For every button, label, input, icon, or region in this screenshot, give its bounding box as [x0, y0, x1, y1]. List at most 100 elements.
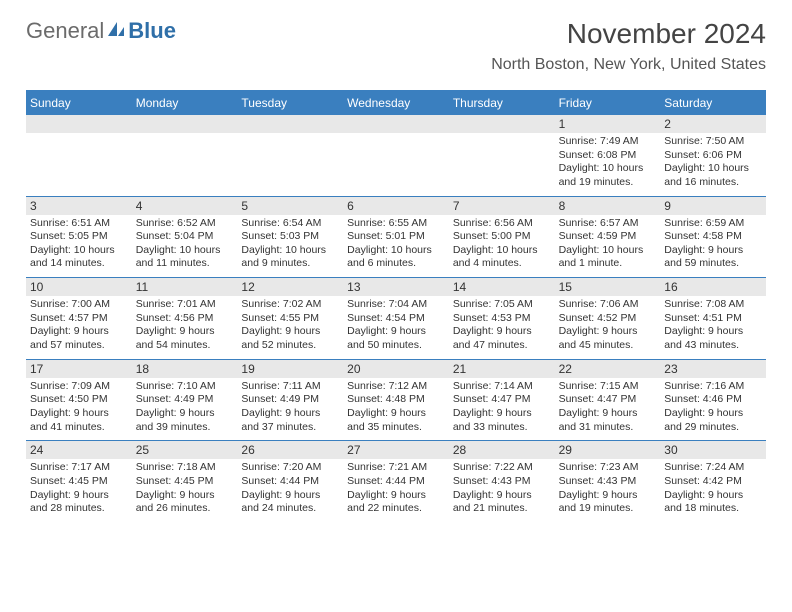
day-info: Sunrise: 7:01 AMSunset: 4:56 PMDaylight:… [132, 296, 238, 359]
date-cell: 3 [26, 197, 132, 215]
calendar: SundayMondayTuesdayWednesdayThursdayFrid… [26, 90, 766, 522]
date-strip: 10111213141516 [26, 278, 766, 296]
month-title: November 2024 [491, 18, 766, 50]
date-cell: 9 [660, 197, 766, 215]
day-info: Sunrise: 6:57 AMSunset: 4:59 PMDaylight:… [555, 215, 661, 278]
day-header: Wednesday [343, 92, 449, 114]
date-cell: 20 [343, 360, 449, 378]
day-info: Sunrise: 7:00 AMSunset: 4:57 PMDaylight:… [26, 296, 132, 359]
weeks-container: 12Sunrise: 7:49 AMSunset: 6:08 PMDayligh… [26, 114, 766, 522]
day-info: Sunrise: 7:09 AMSunset: 4:50 PMDaylight:… [26, 378, 132, 441]
week-row: 24252627282930Sunrise: 7:17 AMSunset: 4:… [26, 440, 766, 522]
date-cell [343, 115, 449, 133]
date-cell [132, 115, 238, 133]
info-strip: Sunrise: 7:09 AMSunset: 4:50 PMDaylight:… [26, 378, 766, 441]
date-cell: 4 [132, 197, 238, 215]
date-cell: 17 [26, 360, 132, 378]
day-header: Saturday [660, 92, 766, 114]
day-info: Sunrise: 6:51 AMSunset: 5:05 PMDaylight:… [26, 215, 132, 278]
day-info: Sunrise: 7:06 AMSunset: 4:52 PMDaylight:… [555, 296, 661, 359]
logo: General Blue [26, 18, 176, 44]
day-info: Sunrise: 6:59 AMSunset: 4:58 PMDaylight:… [660, 215, 766, 278]
date-cell [26, 115, 132, 133]
day-info: Sunrise: 7:12 AMSunset: 4:48 PMDaylight:… [343, 378, 449, 441]
day-header: Thursday [449, 92, 555, 114]
day-info [132, 133, 238, 196]
day-info: Sunrise: 7:15 AMSunset: 4:47 PMDaylight:… [555, 378, 661, 441]
date-cell: 19 [237, 360, 343, 378]
day-info: Sunrise: 7:49 AMSunset: 6:08 PMDaylight:… [555, 133, 661, 196]
date-cell: 1 [555, 115, 661, 133]
date-cell: 13 [343, 278, 449, 296]
day-info: Sunrise: 7:18 AMSunset: 4:45 PMDaylight:… [132, 459, 238, 522]
info-strip: Sunrise: 7:17 AMSunset: 4:45 PMDaylight:… [26, 459, 766, 522]
logo-text-general: General [26, 18, 104, 44]
date-cell: 11 [132, 278, 238, 296]
day-header: Friday [555, 92, 661, 114]
day-info: Sunrise: 7:05 AMSunset: 4:53 PMDaylight:… [449, 296, 555, 359]
date-cell: 28 [449, 441, 555, 459]
date-cell: 22 [555, 360, 661, 378]
date-cell: 18 [132, 360, 238, 378]
day-info: Sunrise: 7:20 AMSunset: 4:44 PMDaylight:… [237, 459, 343, 522]
week-row: 10111213141516Sunrise: 7:00 AMSunset: 4:… [26, 277, 766, 359]
day-info [237, 133, 343, 196]
day-info: Sunrise: 7:21 AMSunset: 4:44 PMDaylight:… [343, 459, 449, 522]
date-cell: 27 [343, 441, 449, 459]
date-cell: 8 [555, 197, 661, 215]
date-cell: 23 [660, 360, 766, 378]
day-info: Sunrise: 6:55 AMSunset: 5:01 PMDaylight:… [343, 215, 449, 278]
info-strip: Sunrise: 7:49 AMSunset: 6:08 PMDaylight:… [26, 133, 766, 196]
date-cell: 15 [555, 278, 661, 296]
day-info: Sunrise: 6:54 AMSunset: 5:03 PMDaylight:… [237, 215, 343, 278]
date-cell [449, 115, 555, 133]
day-info: Sunrise: 7:04 AMSunset: 4:54 PMDaylight:… [343, 296, 449, 359]
date-cell: 5 [237, 197, 343, 215]
day-info: Sunrise: 7:17 AMSunset: 4:45 PMDaylight:… [26, 459, 132, 522]
day-header: Monday [132, 92, 238, 114]
day-info: Sunrise: 7:11 AMSunset: 4:49 PMDaylight:… [237, 378, 343, 441]
day-info: Sunrise: 7:23 AMSunset: 4:43 PMDaylight:… [555, 459, 661, 522]
day-info: Sunrise: 7:10 AMSunset: 4:49 PMDaylight:… [132, 378, 238, 441]
date-cell: 29 [555, 441, 661, 459]
date-cell [237, 115, 343, 133]
date-cell: 7 [449, 197, 555, 215]
date-strip: 17181920212223 [26, 360, 766, 378]
date-cell: 25 [132, 441, 238, 459]
date-cell: 16 [660, 278, 766, 296]
day-info: Sunrise: 7:02 AMSunset: 4:55 PMDaylight:… [237, 296, 343, 359]
day-header: Tuesday [237, 92, 343, 114]
day-info [26, 133, 132, 196]
date-cell: 30 [660, 441, 766, 459]
day-info: Sunrise: 7:24 AMSunset: 4:42 PMDaylight:… [660, 459, 766, 522]
date-cell: 6 [343, 197, 449, 215]
day-info [343, 133, 449, 196]
date-strip: 24252627282930 [26, 441, 766, 459]
week-row: 3456789 Sunrise: 6:51 AMSunset: 5:05 PMDa… [26, 196, 766, 278]
day-info: Sunrise: 7:50 AMSunset: 6:06 PMDaylight:… [660, 133, 766, 196]
date-cell: 24 [26, 441, 132, 459]
day-info: Sunrise: 7:14 AMSunset: 4:47 PMDaylight:… [449, 378, 555, 441]
info-strip: Sunrise: 6:51 AMSunset: 5:05 PMDaylight:… [26, 215, 766, 278]
header: General Blue November 2024 North Boston,… [0, 0, 792, 82]
day-info: Sunrise: 6:56 AMSunset: 5:00 PMDaylight:… [449, 215, 555, 278]
title-block: November 2024 North Boston, New York, Un… [491, 18, 766, 74]
day-info: Sunrise: 7:22 AMSunset: 4:43 PMDaylight:… [449, 459, 555, 522]
day-header: Sunday [26, 92, 132, 114]
day-info: Sunrise: 7:08 AMSunset: 4:51 PMDaylight:… [660, 296, 766, 359]
location-label: North Boston, New York, United States [491, 56, 766, 74]
date-cell: 26 [237, 441, 343, 459]
date-strip: 12 [26, 115, 766, 133]
day-info: Sunrise: 7:16 AMSunset: 4:46 PMDaylight:… [660, 378, 766, 441]
logo-sail-icon [106, 20, 126, 43]
day-info [449, 133, 555, 196]
day-header-row: SundayMondayTuesdayWednesdayThursdayFrid… [26, 92, 766, 114]
date-cell: 10 [26, 278, 132, 296]
logo-text-blue: Blue [128, 18, 176, 44]
date-cell: 21 [449, 360, 555, 378]
date-cell: 2 [660, 115, 766, 133]
day-info: Sunrise: 6:52 AMSunset: 5:04 PMDaylight:… [132, 215, 238, 278]
date-cell: 14 [449, 278, 555, 296]
week-row: 17181920212223Sunrise: 7:09 AMSunset: 4:… [26, 359, 766, 441]
date-cell: 12 [237, 278, 343, 296]
